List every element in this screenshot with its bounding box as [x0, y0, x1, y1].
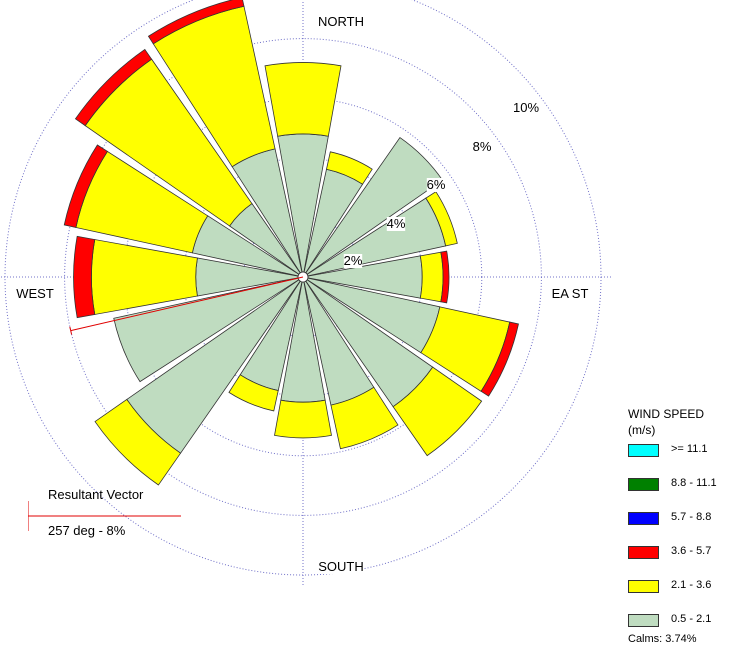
tick-bg-4 — [386, 217, 406, 231]
petal-112.5-bin-2 — [480, 321, 519, 397]
resultant-vector-key — [28, 501, 181, 531]
tick-label-4: 4% — [387, 216, 406, 231]
compass-label-west: WEST — [16, 286, 54, 301]
compass-label-north: NORTH — [318, 14, 364, 29]
tick-bg-6 — [426, 178, 446, 192]
legend-label: >= 11.1 — [671, 443, 708, 455]
compass-bg-south — [318, 558, 364, 574]
legend-label: 3.6 - 5.7 — [671, 545, 712, 557]
petal-90-bin-1 — [419, 251, 444, 303]
compass-label-east: EA ST — [552, 286, 589, 301]
petal-180-bin-1 — [274, 399, 332, 439]
petal-202.5-bin-1 — [228, 374, 279, 412]
legend-label: 2.1 - 3.6 — [671, 579, 712, 591]
compass-bg-west — [16, 285, 54, 301]
petal-22.5-bin-1 — [326, 151, 373, 185]
petal-0-bin-1 — [264, 62, 342, 137]
petal-157.5-bin-1 — [330, 386, 399, 450]
legend-swatch — [628, 444, 659, 457]
petal-225-bin-1 — [94, 398, 182, 486]
legend-swatch — [628, 614, 659, 627]
tick-bg-8 — [472, 140, 492, 154]
resultant-vector-title: Resultant Vector — [48, 487, 144, 502]
petal-135-bin-1 — [392, 366, 483, 457]
legend: WIND SPEED (m/s) >= 11.1 8.8 - 11.1 5.7 - … — [628, 406, 753, 645]
resultant-vector-box: Resultant Vector 257 deg - 8% — [28, 487, 198, 547]
resultant-vector-tick — [69, 326, 73, 335]
petal-90-bin-2 — [440, 250, 450, 304]
tick-label-2: 2% — [344, 253, 363, 268]
legend-unit: (m/s) — [628, 423, 656, 437]
legend-swatch — [628, 546, 659, 559]
petal-67.5-bin-1 — [425, 191, 458, 247]
compass-label-south: SOUTH — [318, 559, 364, 574]
resultant-vector-value: 257 deg - 8% — [48, 523, 126, 538]
tick-bg-2 — [343, 254, 363, 268]
petal-292.5-bin-2 — [63, 144, 108, 228]
resultant-vector-line — [70, 276, 304, 332]
legend-swatch — [628, 512, 659, 525]
legend-swatch — [628, 580, 659, 593]
legend-label: 5.7 - 8.8 — [671, 511, 712, 523]
petal-315-bin-2 — [74, 48, 153, 127]
tick-label-8: 8% — [473, 139, 492, 154]
legend-label: 0.5 - 2.1 — [671, 613, 712, 625]
tick-label-6: 6% — [427, 177, 446, 192]
tick-label-10: 10% — [513, 100, 539, 115]
legend-item: 0.5 - 2.1 — [628, 612, 753, 628]
legend-item: 2.1 - 3.6 — [628, 578, 753, 594]
legend-swatch — [628, 478, 659, 491]
compass-bg-east — [547, 285, 593, 301]
tick-bg-10 — [513, 101, 539, 115]
petal-337.5-bin-2 — [147, 0, 245, 45]
compass-bg-north — [318, 13, 364, 29]
legend-item: 5.7 - 8.8 — [628, 510, 753, 526]
petal-270-bin-2 — [73, 235, 96, 319]
legend-item: 8.8 - 11.1 — [628, 476, 753, 492]
calms-label: Calms: 3.74% — [628, 633, 697, 645]
legend-item: 3.6 - 5.7 — [628, 544, 753, 560]
legend-label: 8.8 - 11.1 — [671, 477, 717, 489]
legend-title: WIND SPEED — [628, 407, 705, 421]
legend-item: >= 11.1 — [628, 442, 753, 458]
